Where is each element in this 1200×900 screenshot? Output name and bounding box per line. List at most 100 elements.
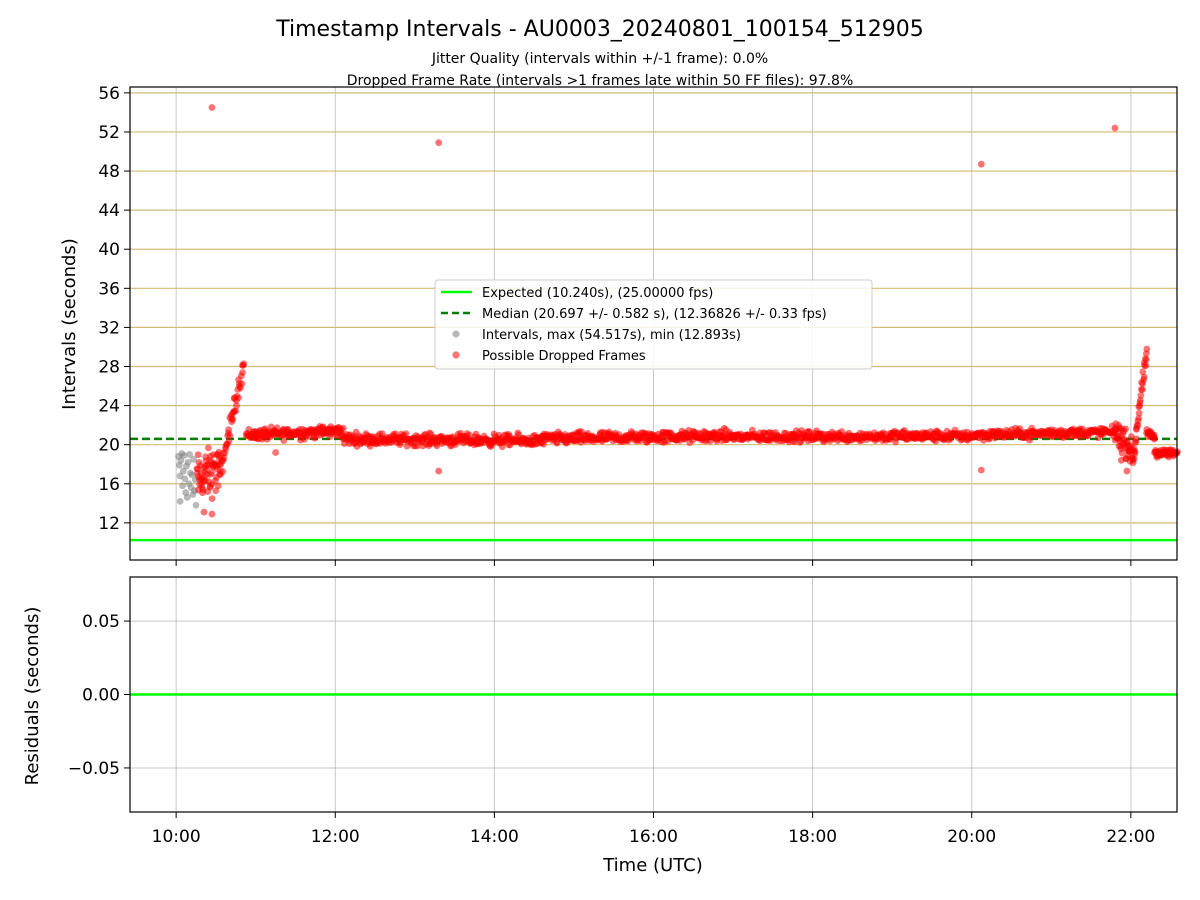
legend: Expected (10.240s), (25.00000 fps) Media… [434, 279, 873, 370]
dropped-frame-point [272, 449, 279, 456]
legend-median-label: Median (20.697 +/- 0.582 s), (12.36826 +… [482, 307, 827, 322]
dropped-frame-point [219, 468, 227, 475]
top-y-tick-label: 44 [98, 201, 120, 221]
dropped-frame-point [1139, 368, 1147, 376]
dropped-frame-point [225, 437, 233, 445]
dropped-frame-point [1118, 449, 1126, 457]
dropped-frame-point [413, 442, 421, 450]
legend-dropped-label: Possible Dropped Frames [482, 349, 646, 364]
dropped-frame-point [232, 407, 240, 415]
chart-subtitle-dropped: Dropped Frame Rate (intervals >1 frames … [347, 73, 854, 89]
top-y-tick-label: 28 [98, 358, 120, 378]
interval-point [190, 455, 198, 463]
dropped-frame-point [1135, 414, 1143, 422]
bottom-x-tick-label: 20:00 [947, 827, 996, 847]
top-y-tick-label: 36 [98, 279, 120, 299]
top-y-axis-label: Intervals (seconds) [59, 238, 80, 410]
dropped-frame-point [1142, 362, 1150, 370]
interval-point [184, 458, 192, 466]
dropped-frame-point [1122, 425, 1129, 433]
dropped-frame-point [1143, 345, 1151, 353]
dropped-frame-point [194, 451, 202, 459]
legend-intervals-label: Intervals, max (54.517s), min (12.893s) [482, 328, 741, 343]
dropped-frame-point [435, 139, 443, 147]
bottom-x-tick-label: 12:00 [311, 827, 360, 847]
dropped-frame-point [208, 104, 216, 111]
chart-subtitle-jitter: Jitter Quality (intervals within +/-1 fr… [431, 51, 768, 67]
interval-point [177, 456, 185, 464]
dropped-frame-point [1132, 435, 1140, 443]
dropped-frame-point [339, 424, 347, 432]
bottom-x-tick-label: 14:00 [470, 827, 519, 847]
intervals-panel: 12 16 20 24 28 32 36 40 44 48 52 56 [98, 84, 1181, 566]
bottom-plot-frame [129, 576, 1178, 813]
dropped-frame-point [1137, 392, 1145, 399]
top-y-tick-label: 16 [98, 475, 120, 495]
dropped-frame-point [208, 510, 216, 518]
interval-point [186, 451, 194, 458]
dropped-frame-point [280, 437, 288, 444]
dropped-frame-point [435, 467, 443, 475]
bottom-y-tick-label: −0.05 [68, 759, 120, 779]
dropped-frame-point [1111, 124, 1119, 132]
dropped-frame-point [229, 416, 237, 423]
dropped-frame-point [1135, 409, 1143, 417]
top-y-tick-label: 56 [98, 84, 120, 104]
dropped-frame-point [1142, 356, 1150, 364]
dropped-frame-point [1117, 456, 1125, 464]
x-axis-label: Time (UTC) [602, 855, 703, 876]
bottom-y-axis-label: Residuals (seconds) [22, 607, 43, 786]
top-y-tick-label: 20 [98, 436, 120, 456]
interval-point [188, 471, 196, 479]
interval-point [181, 475, 189, 483]
dropped-frame-point [1140, 373, 1148, 381]
dropped-frame-point [226, 432, 234, 439]
interval-point [192, 501, 200, 509]
dropped-frame-point [1151, 434, 1159, 442]
top-y-tick-label: 52 [98, 123, 120, 143]
interval-point [176, 497, 184, 505]
interval-point [179, 482, 186, 490]
dropped-frame-point [233, 402, 240, 410]
dropped-frame-point [208, 495, 216, 503]
top-y-tick-label: 32 [98, 318, 120, 338]
bottom-x-tick-label: 18:00 [788, 827, 837, 847]
top-y-tick-label: 48 [98, 162, 120, 182]
dropped-frame-point [977, 160, 985, 168]
dropped-frame-point [204, 444, 212, 452]
top-y-tick-label: 40 [98, 240, 120, 260]
dropped-frame-point [1130, 455, 1138, 463]
interval-point [179, 467, 187, 475]
legend-box [434, 279, 873, 370]
top-plot-frame [129, 86, 1178, 561]
dropped-frame-point [402, 430, 410, 438]
bottom-x-tick-label: 16:00 [629, 827, 678, 847]
legend-expected-label: Expected (10.240s), (25.00000 fps) [482, 286, 713, 301]
dropped-frame-point [239, 369, 246, 376]
dropped-frame-point [208, 469, 216, 476]
interval-point [183, 494, 191, 501]
dropped-frame-point [1131, 448, 1139, 456]
bottom-y-tick-label: 0.05 [82, 612, 120, 632]
residuals-panel: 10:00 12:00 14:00 16:00 18:00 20:00 22:00 0.05 0… [68, 576, 1178, 847]
legend-intervals-swatch [452, 330, 460, 338]
dropped-frame-point [977, 466, 985, 474]
bottom-y-tick-label: 0.00 [82, 686, 120, 706]
top-y-tick-label: 12 [98, 514, 120, 534]
dropped-frame-point [225, 426, 233, 434]
dropped-frame-point [214, 482, 222, 490]
top-y-tick-label: 24 [98, 397, 120, 417]
bottom-x-tick-label: 22:00 [1106, 827, 1155, 847]
dropped-frame-point [240, 360, 248, 368]
chart-title: Timestamp Intervals - AU0003_20240801_10… [275, 17, 924, 42]
interval-point [180, 452, 188, 459]
dropped-frame-point [1123, 467, 1131, 475]
legend-dropped-swatch [452, 351, 460, 359]
dropped-frame-point [200, 508, 208, 516]
dropped-frame-point [212, 487, 220, 495]
bottom-x-tick-label: 10:00 [152, 827, 201, 847]
dropped-frame-point [1139, 386, 1146, 394]
dropped-frame-point [235, 394, 242, 402]
dropped-frame-point [238, 380, 246, 387]
